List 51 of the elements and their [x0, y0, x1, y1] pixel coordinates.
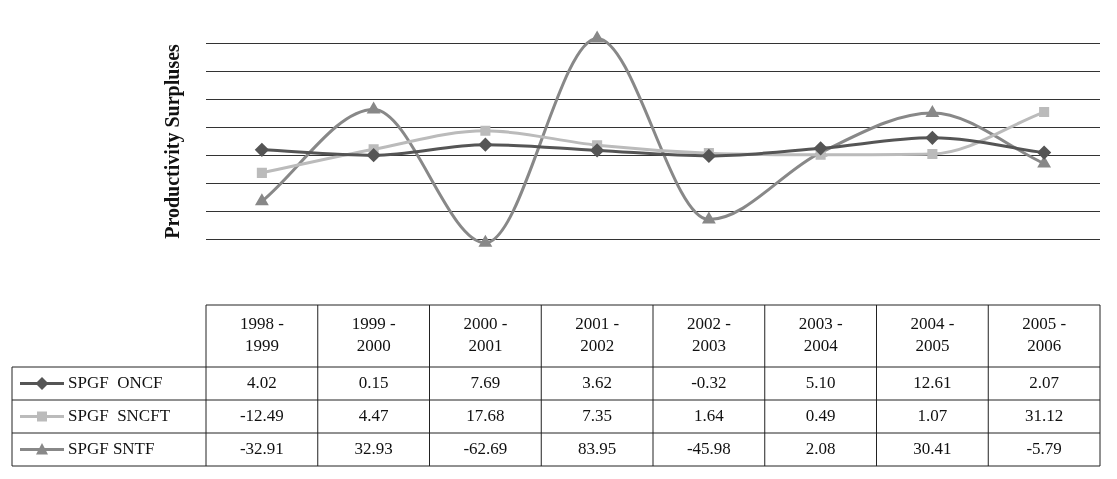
- data-label: 1.64: [694, 405, 725, 425]
- data-label: 4.47: [358, 405, 389, 425]
- legend-label: SPGF SNCFT: [68, 405, 171, 425]
- point: [1039, 107, 1050, 118]
- point: [590, 143, 604, 157]
- point: [926, 106, 939, 118]
- x-tick-label: 1998 - 1999: [239, 314, 285, 356]
- legend-label: SPGF SNTF: [68, 438, 155, 458]
- data-label: 12.61: [913, 372, 952, 392]
- data-label: -62.69: [463, 438, 508, 458]
- data-label: -45.98: [686, 438, 731, 458]
- data-label: 4.02: [247, 372, 277, 392]
- data-label: 31.12: [1025, 405, 1064, 425]
- point: [479, 236, 492, 247]
- data-label: 30.41: [913, 438, 952, 458]
- point: [255, 143, 269, 157]
- data-label: 32.93: [354, 438, 393, 458]
- data-label: 2.07: [1029, 372, 1060, 392]
- point: [256, 194, 268, 206]
- data-label: -5.79: [1026, 438, 1062, 458]
- data-label: 2.08: [805, 438, 836, 458]
- data-label: -12.49: [239, 405, 284, 425]
- data-label: -0.32: [691, 372, 727, 392]
- x-tick-label: 2000 - 2001: [463, 314, 508, 356]
- point: [925, 131, 939, 145]
- x-tick-label: 1999 - 2000: [351, 314, 396, 356]
- data-label: 7.69: [470, 372, 501, 392]
- x-tick-label: 2001 - 2002: [575, 314, 620, 356]
- point: [927, 148, 938, 159]
- x-tick-label: 2005 - 2006: [1022, 314, 1067, 356]
- data-label: 7.35: [582, 405, 612, 425]
- x-tick-label: 2002 - 2003: [686, 314, 732, 356]
- point: [367, 148, 381, 162]
- data-label: 0.15: [358, 372, 389, 392]
- legend-label: SPGF ONCF: [68, 372, 163, 392]
- data-label: -32.91: [239, 438, 284, 458]
- point: [256, 167, 267, 178]
- point: [480, 125, 491, 136]
- point: [1037, 146, 1051, 160]
- data-label: 17.68: [466, 405, 505, 425]
- data-label: 83.95: [578, 438, 617, 458]
- point: [1038, 157, 1050, 168]
- y-axis-title: Productivity Surpluses: [161, 43, 185, 239]
- point: [478, 138, 492, 152]
- data-label: 0.49: [805, 405, 836, 425]
- data-label: 3.62: [582, 372, 612, 392]
- data-label: 5.10: [805, 372, 836, 392]
- data-label: 1.07: [917, 405, 948, 425]
- point: [702, 149, 716, 163]
- x-tick-label: 2003 - 2004: [798, 314, 843, 356]
- x-tick-label: 2004 - 2005: [910, 314, 955, 356]
